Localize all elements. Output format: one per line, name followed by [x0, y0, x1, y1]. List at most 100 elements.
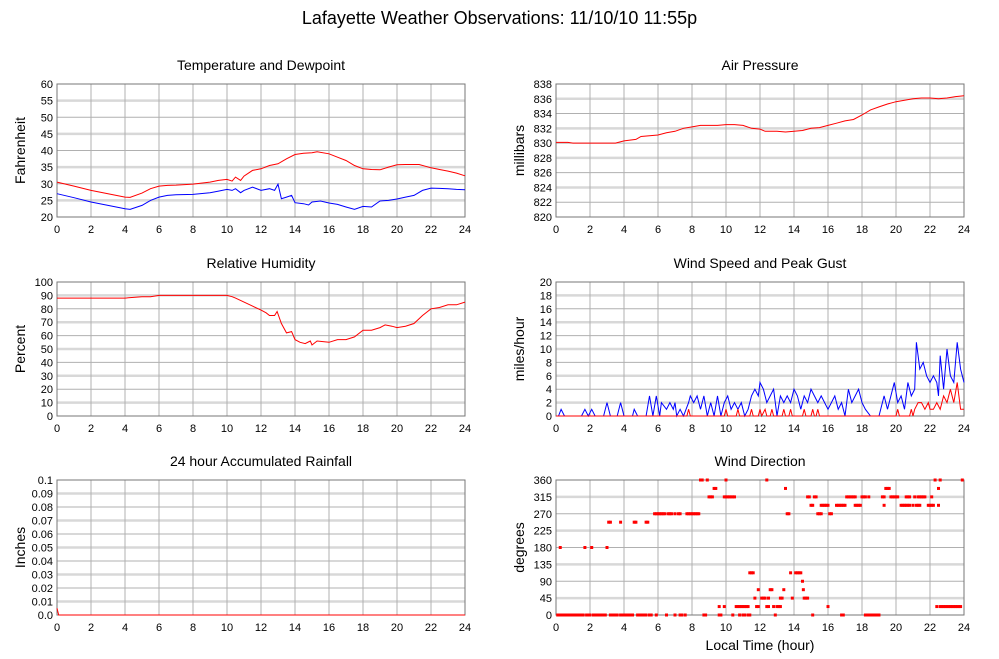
- x-tick-label: 14: [788, 224, 800, 236]
- data-point: [906, 495, 910, 499]
- data-point: [923, 495, 927, 499]
- data-point: [636, 613, 640, 617]
- x-tick-label: 20: [391, 622, 403, 634]
- data-point: [724, 478, 728, 482]
- data-point: [828, 512, 832, 516]
- x-tick-label: 4: [621, 622, 627, 634]
- data-point: [772, 605, 776, 609]
- x-tick-label: 16: [822, 224, 834, 236]
- x-tick-label: 24: [459, 224, 471, 236]
- y-tick-label: 20: [41, 384, 53, 396]
- data-point: [637, 613, 641, 617]
- data-point: [795, 571, 799, 575]
- x-tick-label: 0: [54, 423, 60, 435]
- data-point: [644, 613, 648, 617]
- data-point: [741, 605, 745, 609]
- data-point: [926, 503, 930, 507]
- data-point: [921, 495, 925, 499]
- x-tick-label: 6: [156, 423, 162, 435]
- series-line-relative-humidity: [57, 294, 466, 346]
- data-point: [576, 613, 580, 617]
- data-point: [668, 512, 672, 516]
- x-tick-label: 16: [323, 423, 335, 435]
- data-point: [829, 512, 833, 516]
- data-point: [648, 613, 651, 617]
- y-tick-label: 0.04: [32, 556, 53, 568]
- data-point: [940, 605, 944, 609]
- x-tick-label: 20: [890, 224, 902, 236]
- y-axis-label: Inches: [12, 527, 28, 568]
- data-point: [731, 495, 735, 499]
- data-point: [811, 613, 815, 617]
- data-point: [954, 605, 957, 609]
- data-point: [916, 503, 920, 507]
- x-tick-label: 16: [323, 622, 335, 634]
- data-point: [568, 613, 572, 617]
- data-point: [799, 571, 803, 575]
- y-tick-label: 8: [546, 357, 552, 369]
- data-point: [743, 605, 747, 609]
- data-point: [690, 512, 694, 516]
- data-point: [688, 512, 692, 516]
- data-point: [937, 486, 940, 490]
- data-point: [914, 503, 918, 507]
- data-point: [700, 478, 704, 482]
- x-tick-label: 24: [459, 622, 471, 634]
- data-point: [712, 486, 716, 490]
- data-point: [727, 495, 731, 499]
- data-point: [903, 503, 906, 507]
- x-tick-label: 10: [720, 423, 732, 435]
- x-tick-label: 4: [621, 423, 627, 435]
- x-tick-label: 2: [587, 224, 593, 236]
- x-tick-label: 8: [689, 224, 695, 236]
- data-point: [943, 605, 947, 609]
- x-tick-label: 18: [357, 224, 369, 236]
- data-point: [563, 613, 566, 617]
- data-point: [748, 613, 752, 617]
- data-point: [697, 512, 701, 516]
- data-point: [595, 613, 599, 617]
- data-point: [850, 495, 854, 499]
- y-tick-label: 10: [41, 398, 53, 410]
- x-tick-label: 24: [958, 423, 970, 435]
- data-point: [855, 503, 859, 507]
- data-point: [778, 596, 782, 600]
- x-tick-label: 0: [553, 423, 559, 435]
- x-tick-label: 2: [587, 622, 593, 634]
- y-tick-label: 838: [534, 79, 552, 91]
- x-tick-label: 14: [289, 423, 301, 435]
- data-point: [778, 605, 782, 609]
- data-point: [857, 503, 861, 507]
- data-point: [819, 512, 823, 516]
- data-point: [622, 613, 626, 617]
- y-tick-label: 60: [41, 79, 53, 91]
- y-tick-label: 0: [546, 610, 552, 622]
- data-point: [751, 571, 755, 575]
- data-point: [705, 478, 709, 482]
- x-tick-label: 12: [255, 622, 267, 634]
- x-tick-label: 0: [553, 224, 559, 236]
- data-point: [665, 613, 668, 617]
- x-tick-label: 18: [357, 423, 369, 435]
- data-point: [773, 613, 777, 617]
- data-point: [605, 546, 609, 549]
- data-point: [938, 478, 942, 482]
- y-tick-label: 822: [534, 197, 552, 209]
- data-point: [955, 605, 959, 609]
- data-point: [819, 503, 823, 507]
- data-point: [887, 486, 891, 490]
- data-point: [571, 613, 575, 617]
- data-point: [930, 495, 934, 499]
- data-point: [738, 605, 742, 609]
- x-tick-label: 16: [822, 622, 834, 634]
- series-line-peak-gust: [556, 382, 964, 418]
- x-tick-label: 24: [958, 622, 970, 634]
- data-point: [889, 495, 893, 499]
- data-point: [591, 613, 595, 617]
- x-tick-label: 20: [890, 622, 902, 634]
- y-tick-label: 18: [540, 290, 552, 302]
- x-tick-label: 2: [88, 622, 94, 634]
- data-point: [755, 605, 759, 609]
- y-tick-label: 0.01: [32, 597, 53, 609]
- data-point: [901, 503, 905, 507]
